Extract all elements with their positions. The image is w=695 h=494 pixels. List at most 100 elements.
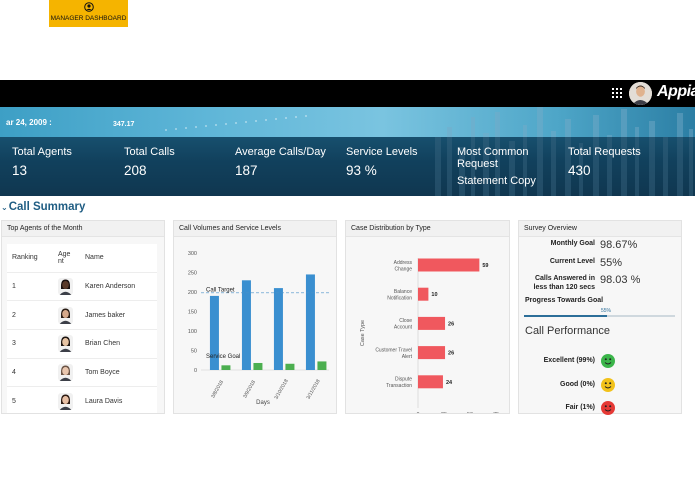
table-row[interactable]: 3 Brian Chen [7, 329, 157, 359]
case-bar [418, 346, 446, 360]
monthly-goal-label: Monthly Goal [550, 240, 595, 247]
kpi-total-agents: Total Agents 13 [12, 146, 72, 178]
call-volume-bar [305, 274, 315, 370]
users-icon [0, 2, 46, 15]
call-summary-title: Call Summary [8, 201, 86, 213]
agent-name: Tom Boyce [80, 358, 157, 388]
nav-tab-admin-actions[interactable]: ADMIN ACTIONS [196, 0, 250, 27]
column-header: Ranking [7, 244, 53, 273]
calls-answered-value: 98.03 % [600, 274, 641, 286]
progress-bar [524, 315, 675, 317]
case-distribution-panel: Case Distribution by Type 59 Address Chang… [345, 220, 510, 414]
x-tick-label: 25 [441, 412, 447, 414]
agent-photo-cell [53, 329, 80, 359]
call-volume-bar [209, 295, 219, 370]
call-volume-bar [241, 280, 251, 370]
call-volume-bar [273, 288, 283, 370]
kpi-banner: ar 24, 2009 : 347.17 Total Agents 13 Tot… [0, 107, 695, 196]
kpi-value: 93 % [346, 163, 377, 178]
y-tick-label: 300 [188, 251, 197, 257]
service-goal-label: Service Goal [206, 354, 240, 360]
nav-tab-service-requests[interactable]: SERVICE REQUESTS [130, 0, 196, 27]
x-tick-label: 75 [493, 412, 499, 414]
table-row[interactable]: 1 Karen Anderson [7, 272, 157, 302]
nav-tab-customer-label: CUSTOMER [4, 15, 42, 22]
case-type-label: Dispute [395, 377, 412, 383]
kpi-total-requests: Total Requests 430 [568, 146, 641, 178]
call-performance-title: Call Performance [525, 325, 610, 337]
kpi-value: 430 [568, 163, 591, 178]
agent-rank: 3 [7, 329, 53, 359]
nav-tab-manager-dashboard[interactable]: MANAGER DASHBOARD [49, 0, 128, 27]
x-axis-label: Days [256, 400, 270, 406]
y-tick-label: 100 [188, 329, 197, 335]
agent-photo [58, 335, 73, 353]
agent-photo-cell [53, 272, 80, 302]
case-type-label: Close [399, 318, 412, 324]
kpi-label: Most Common Request [457, 146, 529, 170]
progress-label: Progress Towards Goal [525, 297, 604, 304]
service-level-bar [221, 365, 231, 370]
case-bar [418, 375, 443, 389]
case-type-label: Account [394, 325, 413, 331]
x-tick-label: 3/11/2018 [306, 378, 322, 400]
apps-grid-icon[interactable] [612, 88, 622, 98]
table-row[interactable]: 2 James baker [7, 300, 157, 330]
case-value-label: 26 [448, 351, 454, 357]
agent-photo [58, 363, 73, 381]
current-level-value: 55% [600, 257, 623, 269]
kpi-average-calls: Average Calls/Day 187 [235, 146, 326, 178]
case-bar [418, 258, 480, 272]
y-tick-label: 250 [188, 271, 197, 277]
nav-tab-customer[interactable]: CUSTOMER [0, 0, 46, 27]
calls-answered-label: Calls Answered in less than 120 secs [533, 275, 596, 291]
progress-bar-fill [524, 315, 608, 317]
case-value-label: 59 [482, 263, 488, 269]
y-tick-label: 0 [194, 368, 197, 374]
y-tick-label: 150 [188, 310, 197, 316]
smiley-icon [601, 378, 615, 392]
column-header: Agent [53, 244, 80, 273]
x-tick-label: 50 [467, 412, 473, 414]
agent-photo-cell [53, 386, 80, 413]
kpi-total-calls: Total Calls 208 [124, 146, 175, 178]
kpi-label: Total Requests [568, 146, 641, 158]
case-value-label: 24 [446, 380, 453, 386]
nav-tab-admin-actions-label: ADMIN ACTIONS [197, 15, 249, 22]
panel-title: Call Volumes and Service Levels [174, 221, 336, 237]
top-agents-panel: Top Agents of the Month Ranking Agent Na… [1, 220, 165, 414]
agent-photo [58, 306, 73, 324]
user-avatar[interactable] [629, 82, 652, 105]
agent-photo [58, 277, 73, 295]
x-tick-label: 3/9/2018 [242, 379, 257, 399]
agent-rank: 4 [7, 358, 53, 388]
case-value-label: 10 [431, 292, 437, 298]
column-header: Name [80, 244, 157, 273]
kpi-label: Average Calls/Day [235, 146, 326, 158]
stock-ticker-image: ar 24, 2009 : 347.17 [0, 107, 695, 137]
panel-title: Survey Overview [519, 221, 681, 237]
case-type-label: Transaction [386, 383, 412, 389]
chevron-down-icon: ⌄ [1, 203, 8, 212]
table-header-row: Ranking Agent Name [7, 244, 157, 273]
kpi-value: 13 [12, 163, 28, 178]
service-level-bar [285, 363, 295, 370]
smiley-icon [601, 401, 615, 415]
agent-photo-cell [53, 300, 80, 330]
call-summary-toggle[interactable]: ⌄Call Summary [1, 201, 85, 213]
y-tick-label: 200 [188, 290, 197, 296]
call-target-label: Call Target [206, 287, 235, 293]
kpi-service-levels: Service Levels 93 % [346, 146, 418, 178]
kpi-value: Statement Copy [457, 175, 536, 187]
agent-name: James baker [80, 300, 157, 330]
ticker-date: ar 24, 2009 : [6, 118, 52, 127]
move-icon [196, 2, 250, 15]
table-row[interactable]: 4 Tom Boyce [7, 358, 157, 388]
appian-logo: Appian [657, 83, 695, 100]
x-tick-label: 0 [416, 412, 419, 414]
agent-photo-cell [53, 358, 80, 388]
table-row[interactable]: 5 Laura Davis [7, 386, 157, 413]
agent-photo [58, 392, 73, 410]
user-circle-icon [49, 2, 128, 15]
